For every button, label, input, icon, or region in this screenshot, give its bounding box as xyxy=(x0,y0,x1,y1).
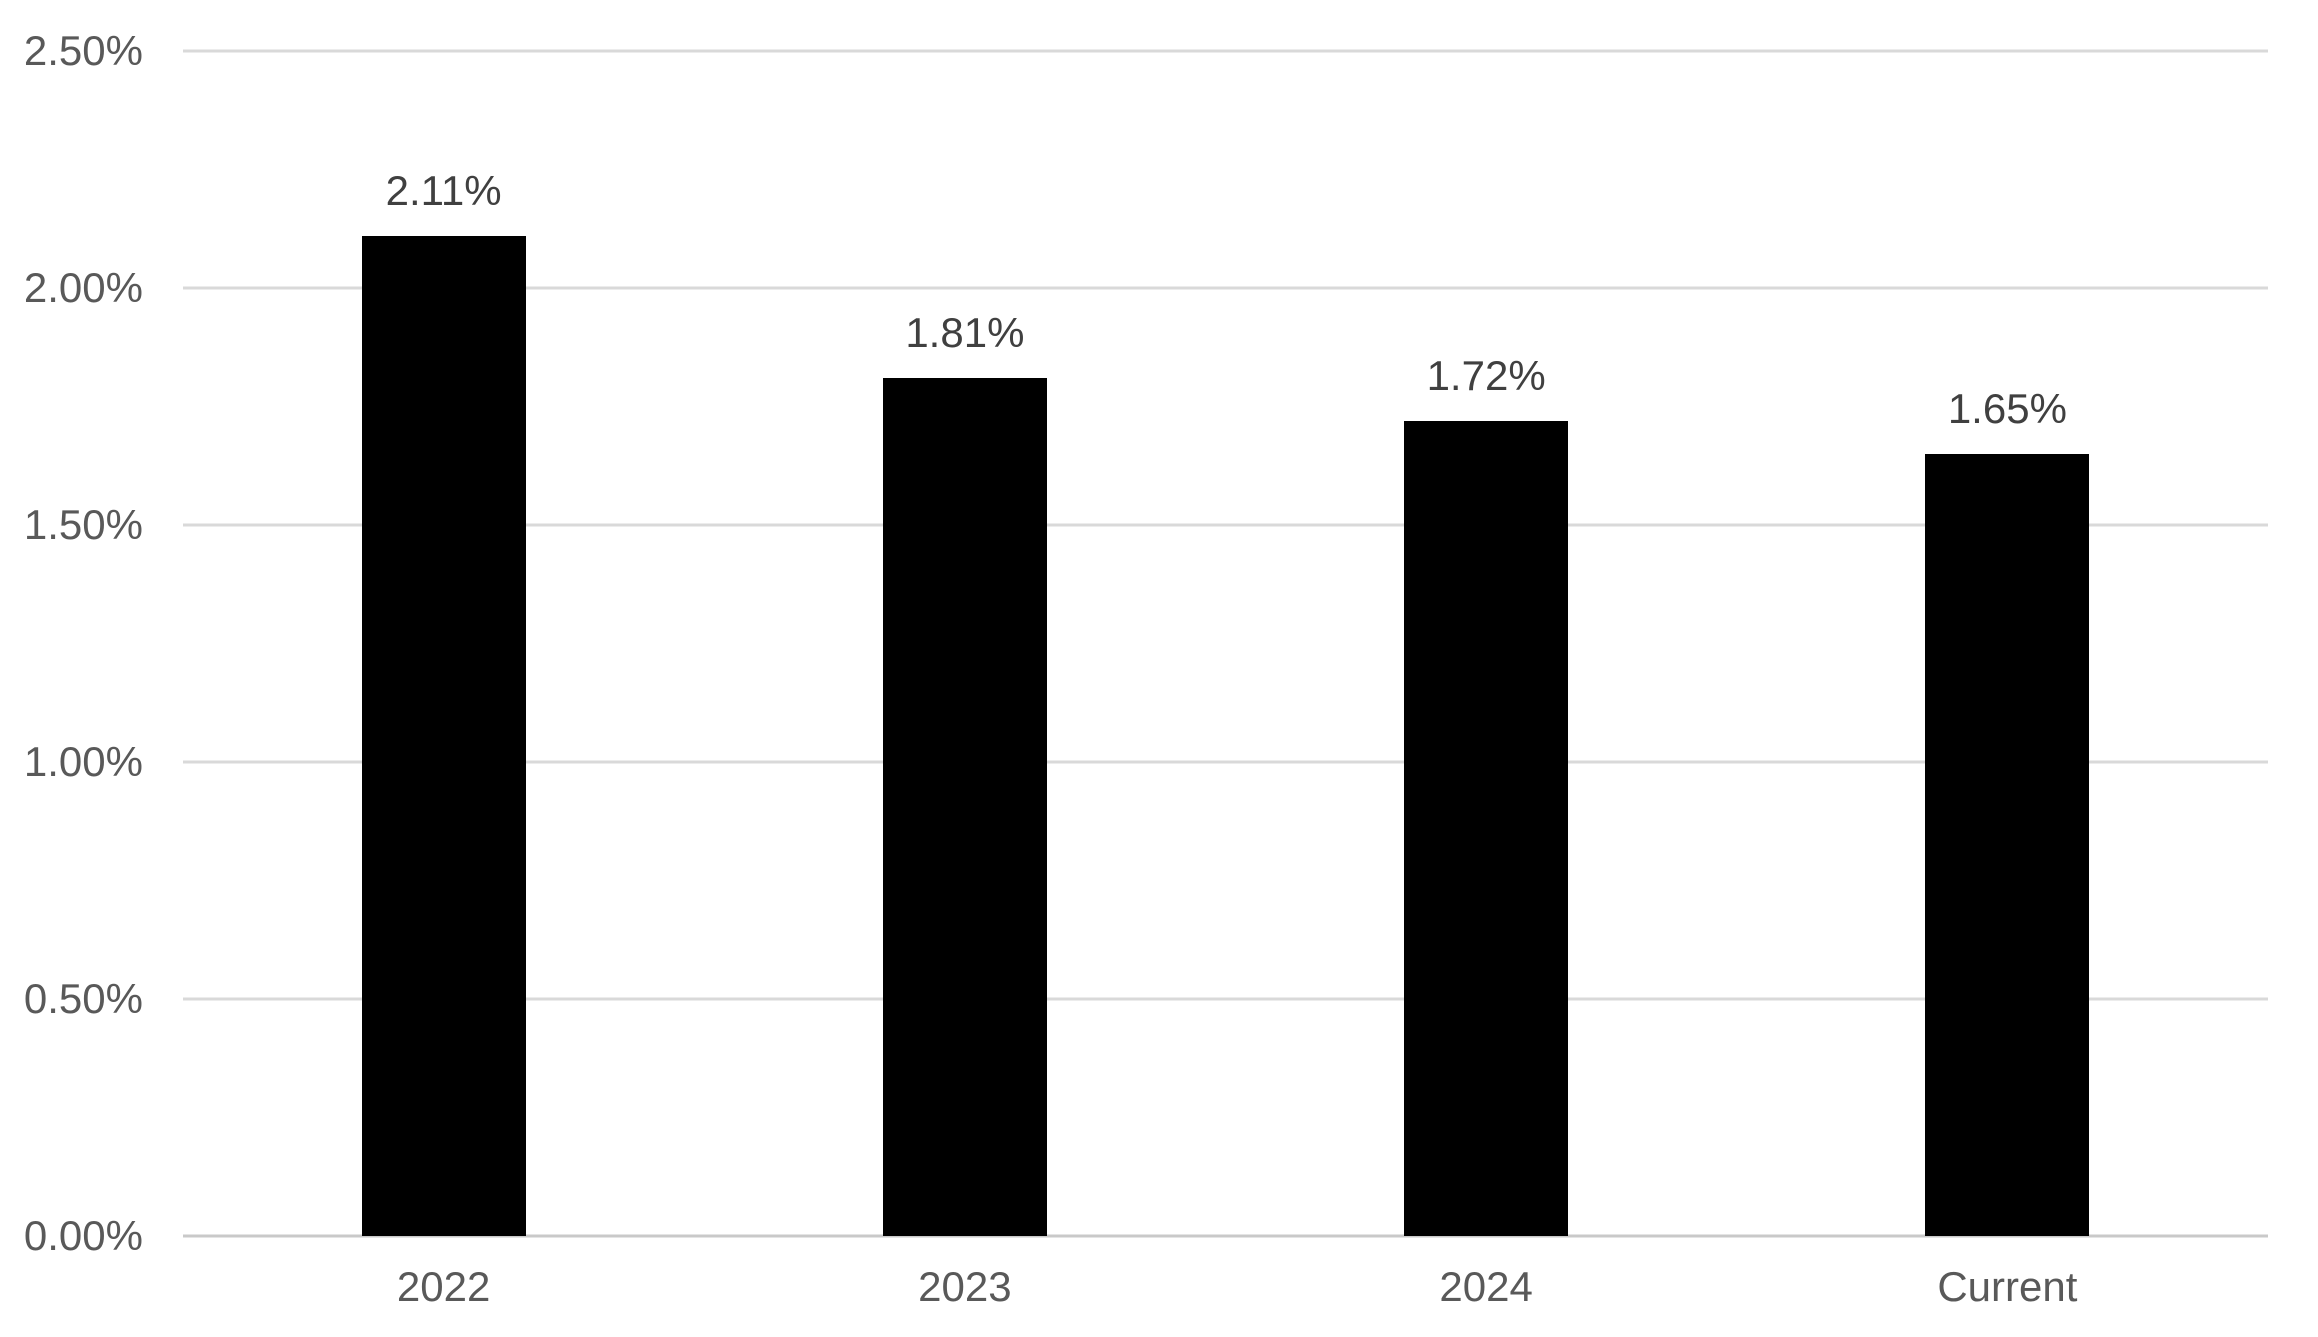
bar-2022 xyxy=(361,235,526,1236)
bar-value-label: 1.65% xyxy=(1947,384,2067,432)
bar-value-label: 1.72% xyxy=(1426,351,1546,399)
y-tick-label: 2.50% xyxy=(23,27,143,74)
gridline xyxy=(183,286,2268,290)
y-tick-label: 2.00% xyxy=(23,264,143,311)
bar-slot-2024: 1.72% 2024 xyxy=(1226,51,1747,1308)
x-category-label: Current xyxy=(1937,1263,2078,1310)
y-tick-label: 0.50% xyxy=(23,975,143,1022)
x-category-label: 2023 xyxy=(918,1263,1012,1310)
y-tick-label: 1.00% xyxy=(23,738,143,785)
bar-2023 xyxy=(882,378,1047,1236)
bar-value-label: 2.11% xyxy=(385,166,502,214)
bar-current xyxy=(1925,453,2090,1236)
x-category-label: 2022 xyxy=(396,1263,491,1310)
bar-slot-2022: 2.11% 2022 xyxy=(183,51,704,1308)
plot-area: 2.11% 2022 1.81% 2023 1.72% 2024 1.65% Current xyxy=(183,49,2268,1308)
bar-slot-2023: 1.81% 2023 xyxy=(704,51,1225,1308)
gridline xyxy=(183,49,2268,53)
bar-2024 xyxy=(1404,420,1569,1236)
x-category-label: 2024 xyxy=(1439,1263,1533,1310)
y-tick-label: 1.50% xyxy=(23,501,143,548)
gridline xyxy=(183,997,2268,1001)
y-axis-tick-labels: 0.00% 0.50% 1.00% 1.50% 2.00% 2.50% xyxy=(0,30,143,1257)
gridline xyxy=(183,760,2268,764)
gridline xyxy=(183,523,2268,527)
x-axis-line xyxy=(183,1234,2268,1238)
y-tick-label: 0.00% xyxy=(23,1212,143,1259)
bar-value-label: 1.81% xyxy=(905,309,1025,357)
bar-slot-current: 1.65% Current xyxy=(1747,51,2268,1308)
